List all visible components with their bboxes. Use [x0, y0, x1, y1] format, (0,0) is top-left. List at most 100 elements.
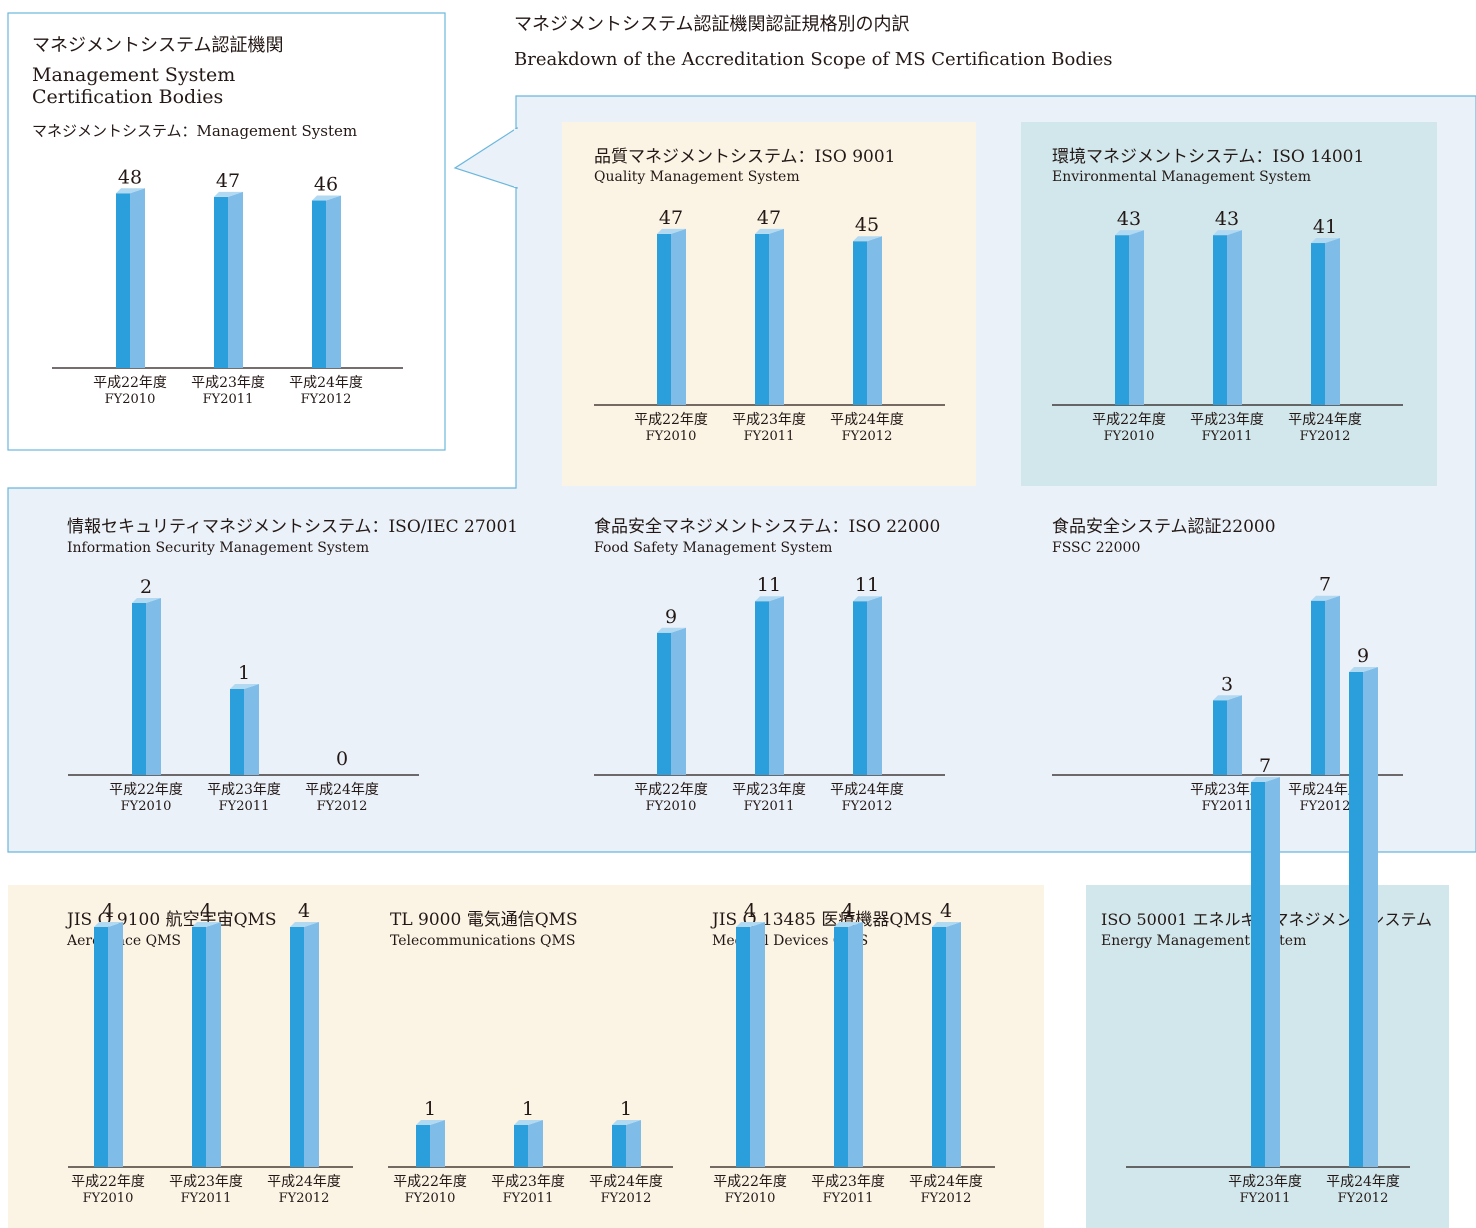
bar-side-face — [867, 596, 882, 775]
x-tick-label-fy: FY2010 — [405, 1191, 456, 1206]
bar-value-label: 9 — [1357, 645, 1369, 667]
bar — [853, 596, 882, 775]
x-tick-label-jp: 平成24年度 — [267, 1174, 341, 1190]
bar-front-face — [230, 689, 244, 775]
bar-value-label: 43 — [1215, 208, 1239, 230]
summary-title-en-line2: Certification Bodies — [32, 86, 224, 108]
x-tick-label-jp: 平成24年度 — [1288, 782, 1362, 798]
x-tick-label-fy: FY2011 — [181, 1191, 232, 1206]
x-tick-label-jp: 平成23年度 — [1228, 1174, 1302, 1190]
bar-side-face — [769, 596, 784, 775]
panel-title-iso27001: 情報セキュリティマネジメントシステム：ISO/IEC 27001 — [67, 517, 519, 537]
bar-top-face — [514, 1120, 543, 1125]
bar-front-face — [132, 603, 146, 775]
x-tick-label-fy: FY2010 — [646, 799, 697, 814]
bar-front-face — [612, 1125, 626, 1167]
bar — [214, 191, 243, 368]
bar-top-face — [1349, 667, 1378, 672]
bar-side-face — [1227, 230, 1242, 405]
bar-front-face — [192, 927, 206, 1167]
x-tick-label-fy: FY2012 — [301, 392, 352, 407]
x-tick-label-jp: 平成22年度 — [634, 782, 708, 798]
bar-side-face — [1325, 238, 1340, 405]
x-tick-label-fy: FY2011 — [219, 799, 270, 814]
bar-top-face — [834, 922, 863, 927]
bar-side-face — [671, 627, 686, 775]
x-tick-label-jp: 平成22年度 — [1092, 412, 1166, 428]
bar-side-face — [769, 228, 784, 405]
x-tick-label-jp: 平成24年度 — [305, 782, 379, 798]
bar-top-face — [853, 236, 882, 242]
x-tick-label-jp: 平成22年度 — [713, 1174, 787, 1190]
x-tick-label-fy: FY2012 — [842, 429, 893, 444]
bar — [416, 1120, 445, 1167]
bar-side-face — [326, 195, 341, 368]
x-tick-label-jp: 平成23年度 — [732, 782, 806, 798]
summary-title-en-line1: Management System — [32, 64, 236, 86]
bar-side-face — [130, 188, 145, 368]
bar-top-face — [657, 228, 686, 234]
bar — [514, 1120, 543, 1167]
bar-value-label: 46 — [314, 174, 338, 196]
x-tick-label-fy: FY2011 — [203, 392, 254, 407]
bar-top-face — [416, 1120, 445, 1125]
bar-top-face — [755, 228, 784, 234]
bar-side-face — [671, 228, 686, 405]
bar-value-label: 2 — [140, 576, 152, 598]
x-tick-label-jp: 平成24年度 — [830, 782, 904, 798]
bar-value-label: 47 — [216, 170, 240, 192]
bar-front-face — [116, 193, 130, 368]
bar-side-face — [626, 1120, 641, 1167]
bar — [116, 188, 145, 368]
bar-value-label: 4 — [298, 900, 310, 922]
bar-side-face — [1325, 595, 1340, 775]
panel-subtitle-iso22000: Food Safety Management System — [594, 540, 833, 556]
panel-title-tl9000: TL 9000 電気通信QMS — [390, 910, 578, 930]
x-tick-label-jp: 平成23年度 — [491, 1174, 565, 1190]
bar-value-label: 45 — [855, 214, 879, 236]
x-tick-label-fy: FY2011 — [503, 1191, 554, 1206]
breakdown-title-en: Breakdown of the Accreditation Scope of … — [514, 49, 1113, 70]
panel-subtitle-iso27001: Information Security Management System — [67, 540, 370, 556]
bar-front-face — [657, 632, 671, 775]
bar-value-label: 1 — [238, 662, 250, 684]
bar-top-face — [312, 195, 341, 201]
x-tick-label-fy: FY2012 — [279, 1191, 330, 1206]
bar-side-face — [228, 191, 243, 368]
panel-title-jisq13485: JIS Q 13485 医療機器QMS — [712, 910, 933, 930]
bar — [1311, 595, 1340, 775]
bar — [1213, 230, 1242, 405]
x-tick-label-jp: 平成23年度 — [1190, 412, 1264, 428]
bar — [1349, 667, 1378, 1167]
bar-top-face — [116, 188, 145, 194]
bar — [657, 627, 686, 775]
bar — [736, 922, 765, 1167]
bar-front-face — [1251, 782, 1265, 1167]
bar-side-face — [206, 922, 221, 1167]
bar-front-face — [312, 200, 326, 368]
bar-top-face — [1115, 230, 1144, 236]
bar-front-face — [834, 927, 848, 1167]
bar-front-face — [1349, 672, 1363, 1167]
bar — [755, 596, 784, 775]
bar-front-face — [736, 927, 750, 1167]
x-tick-label-jp: 平成22年度 — [393, 1174, 467, 1190]
bar-top-face — [214, 191, 243, 197]
bar-value-label: 4 — [200, 900, 212, 922]
bar-top-face — [1213, 695, 1242, 701]
x-tick-label-fy: FY2010 — [105, 392, 156, 407]
bar-side-face — [750, 922, 765, 1167]
x-tick-label-jp: 平成23年度 — [207, 782, 281, 798]
bar-top-face — [853, 596, 882, 602]
bar-front-face — [1115, 235, 1129, 405]
bar-value-label: 1 — [424, 1098, 436, 1120]
panel-title-iso22000: 食品安全マネジメントシステム：ISO 22000 — [594, 517, 941, 537]
bar-top-face — [290, 922, 319, 927]
x-tick-label-fy: FY2011 — [1202, 799, 1253, 814]
bar — [612, 1120, 641, 1167]
panel-subtitle-iso9001: Quality Management System — [594, 169, 800, 185]
